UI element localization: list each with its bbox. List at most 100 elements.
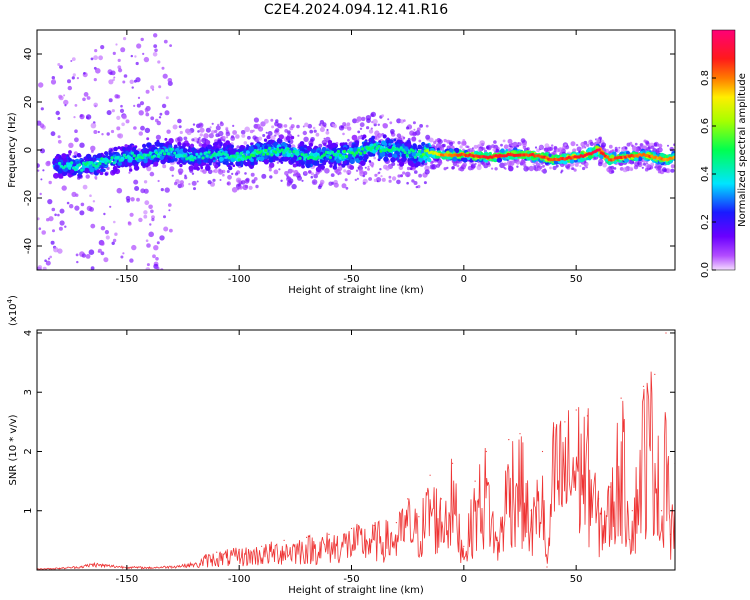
spectrogram-band-point bbox=[99, 171, 104, 176]
spectrogram-noise-point bbox=[388, 175, 392, 179]
spectrogram-band-point bbox=[217, 139, 222, 144]
spectrogram-noise-point bbox=[37, 169, 40, 172]
spectrogram-ridge-point bbox=[239, 151, 243, 155]
spectrogram-noise-point bbox=[523, 166, 529, 172]
spectrogram-ridge-point bbox=[197, 155, 201, 159]
spectrogram-noise-point bbox=[650, 145, 655, 150]
spectrogram-noise-point bbox=[81, 253, 87, 258]
spectrogram-x-tick-label: -100 bbox=[228, 274, 251, 285]
spectrogram-noise-point bbox=[532, 163, 535, 166]
spectrogram-noise-point bbox=[145, 267, 151, 270]
snr-data-point bbox=[631, 510, 633, 512]
spectrogram-noise-point bbox=[80, 202, 85, 207]
spectrogram-ridge-point bbox=[397, 148, 401, 152]
spectrogram-noise-point bbox=[234, 172, 239, 176]
spectrogram-ridge-point bbox=[361, 147, 365, 151]
spectrogram-noise-point bbox=[413, 128, 416, 131]
spectrogram-band-point bbox=[228, 165, 233, 171]
snr-axes: -150 -100 -50 0 50 1 2 3 4 bbox=[23, 330, 675, 585]
spectrogram-noise-point bbox=[118, 68, 123, 73]
spectrogram-noise-point bbox=[398, 165, 404, 171]
spectrogram-noise-point bbox=[64, 225, 67, 228]
spectrogram-noise-point bbox=[232, 124, 235, 127]
snr-data-point bbox=[519, 433, 521, 435]
spectrogram-band-point bbox=[207, 144, 212, 149]
spectrogram-noise-point bbox=[100, 251, 105, 256]
spectrogram-noise-point bbox=[572, 148, 577, 153]
spectrogram-noise-point bbox=[630, 144, 634, 147]
spectrogram-noise-point bbox=[129, 212, 134, 217]
spectrogram-band-point bbox=[346, 153, 353, 160]
spectrogram-noise-point bbox=[441, 144, 445, 148]
spectrogram-noise-point bbox=[61, 185, 67, 191]
snr-data-point bbox=[609, 486, 611, 488]
spectrogram-noise-point bbox=[643, 139, 647, 143]
spectrogram-band-point bbox=[561, 153, 565, 157]
spectrogram-band-point bbox=[102, 168, 106, 172]
spectrogram-noise-point bbox=[537, 166, 541, 171]
snr-data-point bbox=[148, 567, 150, 569]
spectrogram-noise-point bbox=[120, 104, 123, 108]
spectrogram-noise-point bbox=[115, 43, 118, 46]
spectrogram-band-point bbox=[293, 155, 297, 159]
spectrogram-ridge-point bbox=[112, 161, 116, 165]
spectrogram-ridge-point bbox=[233, 155, 237, 159]
spectrogram-noise-point bbox=[493, 140, 497, 144]
spectrogram-noise-point bbox=[177, 136, 183, 142]
spectrogram-ridge-point bbox=[413, 155, 417, 159]
spectrogram-noise-point bbox=[413, 181, 418, 185]
spectrogram-noise-point bbox=[231, 187, 238, 193]
spectrogram-noise-point bbox=[79, 210, 85, 216]
spectrogram-noise-point bbox=[103, 212, 106, 216]
spectrogram-band-point bbox=[462, 157, 468, 163]
spectrogram-noise-point bbox=[70, 60, 73, 62]
spectrogram-ridge-point bbox=[173, 151, 177, 155]
spectrogram-band-point bbox=[372, 140, 376, 144]
spectrogram-noise-point bbox=[208, 133, 214, 139]
spectrogram-ridge-point bbox=[98, 162, 102, 166]
spectrogram-noise-point bbox=[42, 266, 47, 270]
spectrogram-band-point bbox=[132, 146, 137, 151]
spectrogram-noise-point bbox=[354, 178, 357, 182]
spectrogram-noise-point bbox=[202, 138, 206, 142]
spectrogram-band-point bbox=[425, 143, 430, 148]
spectrogram-noise-point bbox=[72, 283, 76, 287]
spectrogram-noise-point bbox=[446, 139, 451, 144]
snr-data-point bbox=[665, 332, 667, 334]
spectrogram-band-point bbox=[409, 167, 413, 171]
spectrogram-band-point bbox=[287, 144, 292, 148]
spectrogram-noise-point bbox=[90, 57, 94, 61]
spectrogram-noise-point bbox=[267, 131, 273, 136]
spectrogram-noise-point bbox=[355, 169, 359, 172]
spectrogram-band-point bbox=[305, 163, 311, 169]
spectrogram-noise-point bbox=[38, 227, 42, 230]
spectrogram-noise-point bbox=[326, 128, 329, 132]
spectrogram-ridge-point bbox=[401, 148, 405, 152]
spectrogram-band-point bbox=[286, 152, 292, 158]
spectrogram-band-point bbox=[96, 153, 102, 159]
spectrogram-noise-point bbox=[97, 248, 102, 253]
spectrogram-band-point bbox=[168, 138, 174, 144]
spectrogram-noise-point bbox=[116, 187, 123, 194]
spectrogram-noise-point bbox=[449, 141, 454, 146]
spectrogram-noise-point bbox=[428, 137, 434, 143]
spectrogram-noise-point bbox=[98, 55, 103, 61]
spectrogram-noise-point bbox=[84, 284, 88, 288]
snr-data-point bbox=[103, 564, 105, 566]
spectrogram-band-point bbox=[569, 159, 575, 164]
spectrogram-noise-point bbox=[253, 117, 259, 123]
spectrogram-noise-point bbox=[245, 177, 250, 182]
spectrogram-band-point bbox=[479, 158, 482, 161]
spectrogram-noise-point bbox=[193, 187, 196, 191]
spectrogram-noise-point bbox=[582, 166, 586, 171]
spectrogram-noise-point bbox=[196, 180, 199, 183]
spectrogram-noise-point bbox=[151, 215, 155, 220]
spectrogram-noise-point bbox=[411, 136, 417, 142]
spectrogram-noise-point bbox=[150, 85, 155, 90]
spectrogram-noise-point bbox=[397, 174, 401, 178]
spectrogram-noise-point bbox=[465, 145, 469, 149]
spectrogram-noise-point bbox=[549, 146, 554, 151]
spectrogram-noise-point bbox=[520, 138, 526, 144]
spectrogram-noise-point bbox=[387, 118, 390, 121]
spectrogram-noise-point bbox=[143, 188, 149, 194]
